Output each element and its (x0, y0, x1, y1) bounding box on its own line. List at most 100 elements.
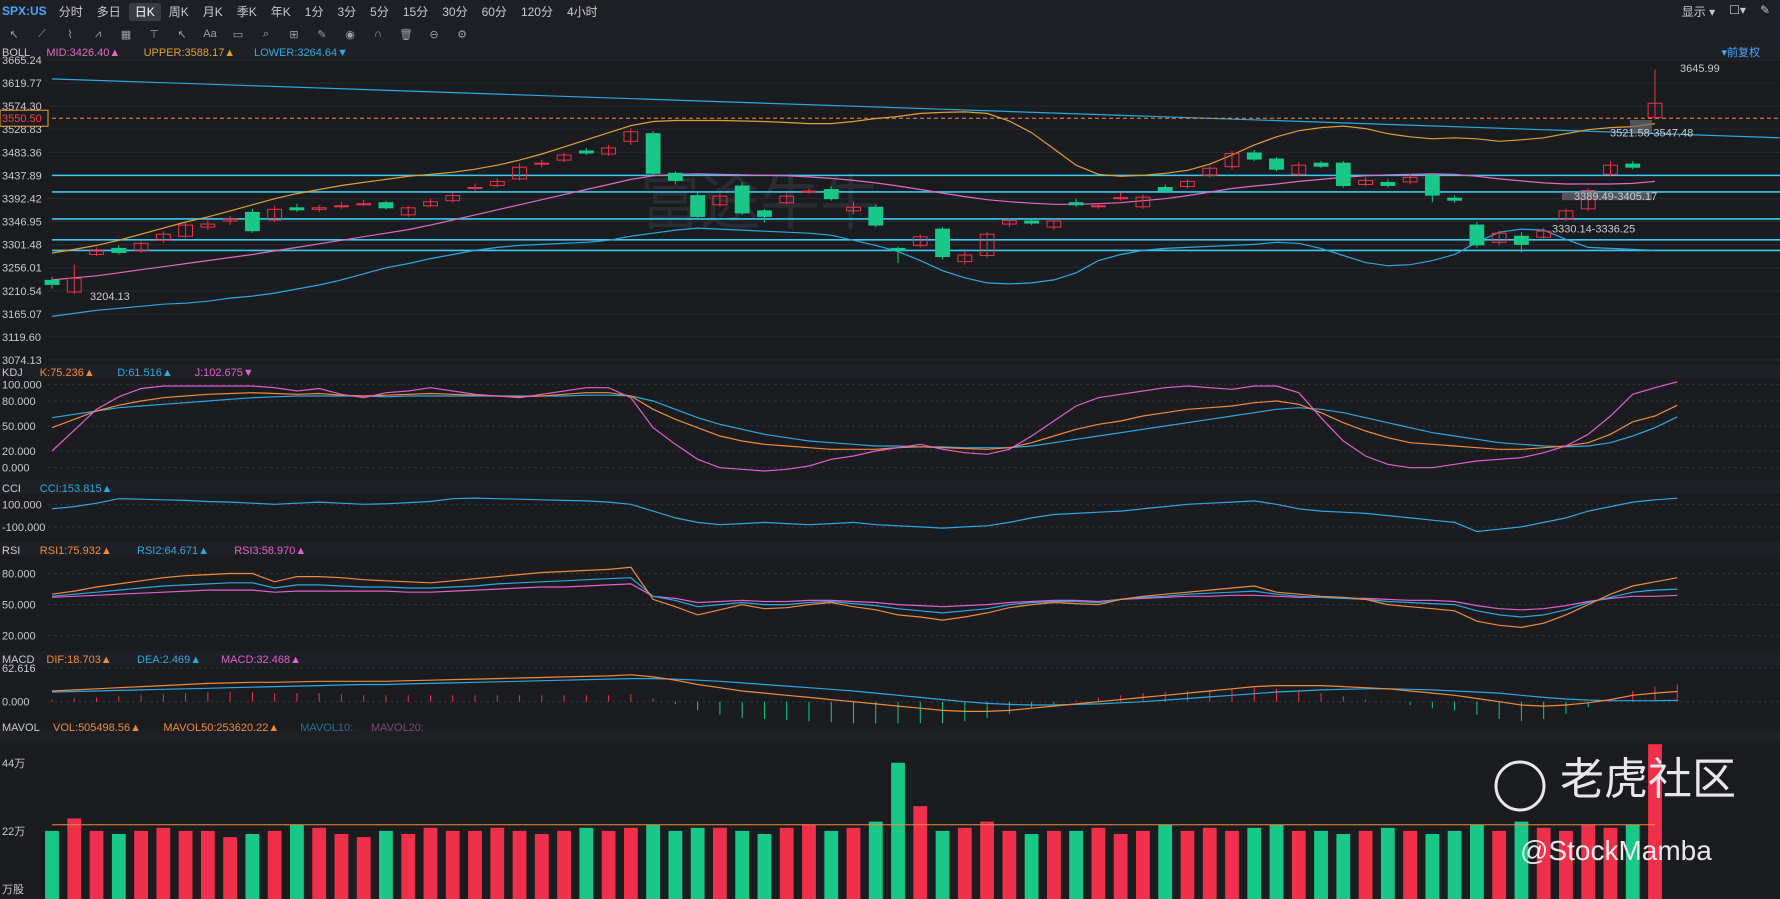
candle-23 (556, 152, 572, 163)
cursor-icon[interactable]: ↖ (9, 28, 19, 41)
period-tab-6[interactable]: 年K (270, 4, 291, 19)
candle-body-39 (912, 236, 928, 246)
period-tab-9[interactable]: 5分 (370, 4, 389, 19)
candle-body-1 (66, 277, 82, 293)
volume-bar-52 (1202, 827, 1217, 899)
candle-body-41 (957, 254, 973, 263)
mavol-legend-4: MAVOL20: (371, 722, 424, 734)
candle-62 (1424, 173, 1440, 203)
macd-dea-line (51, 678, 1678, 706)
kdj-j-line (51, 381, 1678, 472)
pen-icon[interactable]: ✎ (317, 28, 327, 41)
volume-bar-33 (779, 827, 794, 899)
candle-body-9 (244, 211, 260, 232)
candle-body-29 (690, 195, 706, 217)
rsi-legend-2: RSI2:64.671▲ (137, 545, 209, 557)
candle-72 (1647, 69, 1663, 120)
volume-bar-22 (534, 833, 549, 899)
period-tab-11[interactable]: 30分 (442, 4, 468, 19)
volume-bar-4 (134, 830, 148, 899)
kdj-tick-4: 0.000 (2, 463, 30, 475)
period-tab-8[interactable]: 3分 (337, 4, 357, 19)
boll-tick-12: 3119.60 (2, 332, 41, 344)
period-tab-3[interactable]: 周K (168, 4, 189, 19)
period-tab-12[interactable]: 60分 (481, 4, 507, 19)
candle-19 (467, 183, 483, 191)
candle-body-61 (1402, 176, 1418, 183)
candle-2 (89, 247, 104, 257)
candle-0 (44, 276, 60, 289)
candle-body-28 (667, 172, 683, 181)
period-tab-2[interactable]: 日K (128, 2, 161, 21)
candle-15 (378, 200, 394, 210)
boll-tick-11: 3165.07 (2, 309, 42, 321)
pitchfork-tool-icon[interactable]: ⊤ (149, 28, 159, 41)
window-icon[interactable]: ☐▾ (1729, 3, 1746, 17)
kdj-tick-2: 50.000 (2, 421, 36, 433)
candle-body-30 (712, 195, 728, 206)
rsi-legend-0: RSI (2, 545, 20, 557)
period-tab-14[interactable]: 4小时 (566, 4, 598, 19)
period-tab-1[interactable]: 多日 (96, 4, 121, 19)
search-icon[interactable]: ⌕ (262, 27, 270, 40)
volume-bar-5 (156, 827, 171, 899)
candle-body-2 (89, 250, 104, 256)
candle-56 (1291, 162, 1307, 177)
annotation-low: 3204.13 (90, 291, 130, 303)
candle-47 (1091, 202, 1106, 209)
period-tab-0[interactable]: 分时 (58, 4, 83, 19)
cci-tick-1: -100.000 (2, 522, 45, 534)
magnet-icon[interactable]: ∩ (374, 28, 382, 40)
period-tab-10[interactable]: 15分 (402, 4, 429, 19)
volume-bar-17 (423, 827, 438, 899)
candle-body-7 (200, 223, 216, 228)
candle-body-71 (1625, 163, 1641, 168)
fuquan-button: ▾前复权 (1721, 46, 1760, 59)
annotation-high: 3645.99 (1680, 63, 1720, 75)
line-tool-icon[interactable]: ⟋ (38, 27, 46, 40)
candle-body-36 (846, 206, 861, 212)
gear-icon[interactable]: ⚙ (457, 28, 467, 41)
candle-body-23 (556, 154, 572, 161)
candle-71 (1625, 161, 1641, 170)
chart-compare-icon[interactable]: ⊞ (289, 28, 299, 41)
symbol-label[interactable]: SPX:US (2, 4, 47, 18)
period-tab-13[interactable]: 120分 (520, 4, 553, 19)
volume-bar-43 (1002, 830, 1017, 899)
candle-45 (1046, 218, 1062, 231)
period-tab-5[interactable]: 季K (236, 4, 257, 19)
candle-48 (1113, 192, 1129, 201)
top-bar: SPX:US 分时 多日 日K 周K 月K 季K 年K 1分 3分 5分 15分 30分 60分 120分… (0, 0, 1780, 22)
panel-header-boll (0, 46, 1780, 60)
bg-watermark: 富途牛牛 (640, 170, 880, 237)
path-tool-icon[interactable]: ⌇ (67, 28, 73, 41)
arrow-tool-icon[interactable]: ↖ (177, 28, 187, 41)
comment-tool-icon[interactable]: ▭ (232, 28, 244, 41)
display-menu[interactable]: 显示 ▾ (1681, 5, 1716, 19)
link-icon[interactable]: ⊖ (429, 28, 439, 41)
candle-body-10 (267, 208, 283, 221)
candle-58 (1335, 161, 1351, 188)
zigzag-tool-icon[interactable]: ⩘ (94, 27, 102, 40)
pen-tool-icon[interactable]: ✎ (1759, 3, 1770, 17)
stock-chart[interactable]: 富途牛牛 BOLL MID:3426.40▲ UPPER:3588.17▲ LOWER:… (0, 46, 1780, 899)
candle-body-49 (1135, 196, 1151, 208)
volume-bar-9 (245, 833, 260, 899)
candle-55 (1269, 157, 1284, 172)
volume-bar-51 (1180, 830, 1195, 899)
period-tab-4[interactable]: 月K (202, 4, 223, 19)
volume-bar-70 (1603, 827, 1618, 899)
eye-icon[interactable]: ◉ (345, 28, 355, 41)
candle-body-13 (334, 205, 349, 208)
fib-tool-icon[interactable]: ▦ (120, 28, 132, 41)
volume-bar-14 (356, 837, 371, 899)
candle-body-59 (1358, 179, 1373, 185)
boll-lower-line (51, 227, 1656, 317)
candle-body-37 (868, 206, 884, 226)
trash-icon[interactable]: 🗑 (399, 28, 413, 41)
volume-bar-8 (223, 837, 238, 899)
period-tab-7[interactable]: 1分 (304, 4, 324, 19)
boll-legend-3: LOWER:3264.64▼ (254, 47, 348, 59)
text-tool-icon[interactable]: Aa (203, 28, 217, 40)
volume-bar-28 (668, 830, 683, 899)
